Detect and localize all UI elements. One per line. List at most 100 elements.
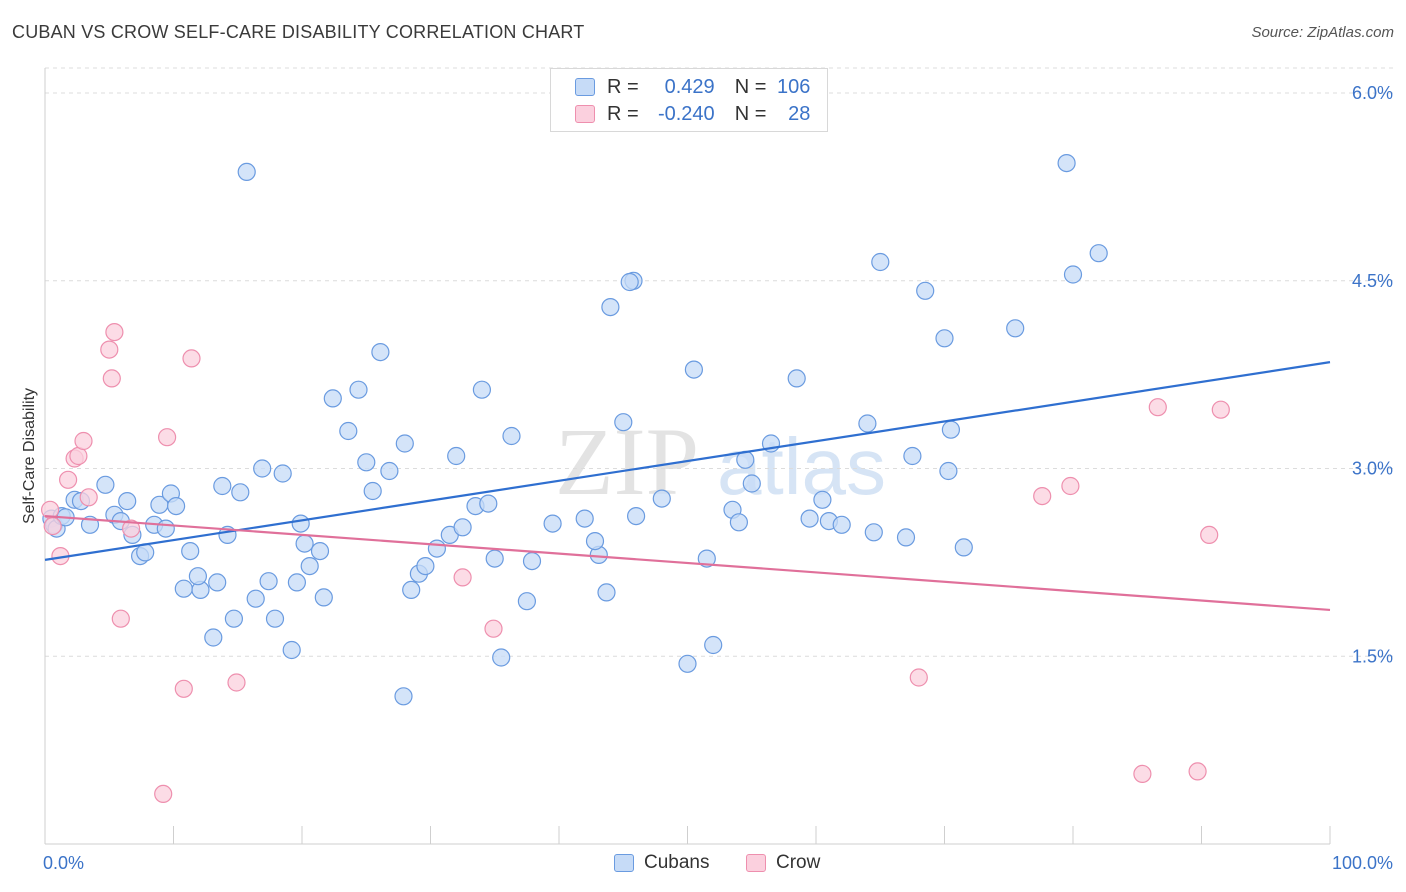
point-cubans <box>652 489 671 508</box>
point-cubans <box>323 389 342 408</box>
point-crow <box>174 679 193 698</box>
point-cubans <box>939 461 958 481</box>
y-tick-label: 4.5% <box>1352 271 1393 291</box>
point-crow <box>1188 762 1207 781</box>
point-crow <box>105 323 124 342</box>
point-crow <box>100 340 119 359</box>
legend-r-value: 0.429 <box>664 75 715 98</box>
legend-row-cubans: R = 0.429 N = 106 <box>575 74 810 100</box>
point-cubans <box>416 556 435 576</box>
legend-r-label: R = <box>607 75 639 98</box>
point-cubans <box>339 421 358 441</box>
legend-swatch-cubans <box>614 854 634 872</box>
y-tick-label: 6.0% <box>1352 83 1393 103</box>
point-cubans <box>916 281 935 300</box>
gridlines <box>45 67 1393 657</box>
point-cubans <box>614 413 633 432</box>
point-crow <box>1033 487 1052 506</box>
chart-title: CUBAN VS CROW SELF-CARE DISABILITY CORRE… <box>12 22 585 42</box>
y-tick-label: 3.0% <box>1352 459 1393 479</box>
point-crow <box>111 609 130 628</box>
x-tick-label-max: 100.0% <box>1332 853 1393 873</box>
legend-n-label: N = <box>734 102 767 125</box>
point-cubans <box>118 492 137 511</box>
point-crow <box>1200 525 1219 545</box>
y-tick-label: 1.5% <box>1352 646 1393 666</box>
legend-item-cubans: Cubans <box>614 852 710 874</box>
point-cubans <box>395 434 414 453</box>
legend-n-value: 28 <box>788 102 811 125</box>
point-crow <box>227 673 246 692</box>
correlation-legend: R = 0.429 N = 106 R = -0.240 N = 28 <box>550 68 828 132</box>
point-cubans <box>188 567 207 586</box>
point-cubans <box>620 272 639 292</box>
trend-line-crow <box>44 514 1331 612</box>
point-cubans <box>697 549 716 568</box>
point-cubans <box>208 573 227 592</box>
point-cubans <box>394 687 413 706</box>
point-cubans <box>224 609 243 628</box>
point-cubans <box>96 475 115 494</box>
point-crow <box>58 470 78 489</box>
legend-label-cubans: Cubans <box>644 852 710 873</box>
point-cubans <box>246 589 265 608</box>
x-ticks <box>173 826 1331 844</box>
point-crow <box>1148 398 1167 417</box>
point-cubans <box>813 490 832 509</box>
point-crow <box>43 516 62 536</box>
source-note: Source: ZipAtlas.com <box>1251 24 1394 41</box>
point-crow <box>484 619 503 638</box>
point-cubans <box>954 538 973 557</box>
point-crow <box>909 668 928 687</box>
y-tick-labels: 1.5% 3.0% 4.5% 6.0% <box>1352 83 1393 666</box>
point-crow <box>1211 400 1230 419</box>
point-cubans <box>447 446 466 466</box>
point-cubans <box>371 343 390 362</box>
point-cubans <box>492 648 511 667</box>
point-cubans <box>832 515 851 534</box>
point-cubans <box>903 446 922 466</box>
point-crow <box>1061 476 1080 496</box>
legend-item-crow: Crow <box>746 852 820 874</box>
point-cubans <box>174 579 193 598</box>
legend-row-crow: R = -0.240 N = 28 <box>575 101 810 127</box>
point-cubans <box>1057 154 1076 173</box>
point-cubans <box>704 635 723 655</box>
point-cubans <box>253 459 272 478</box>
point-cubans <box>273 464 292 483</box>
point-cubans <box>259 572 278 591</box>
point-cubans <box>402 580 421 600</box>
point-cubans <box>287 573 306 592</box>
point-cubans <box>1089 244 1108 263</box>
point-cubans <box>472 380 491 399</box>
point-cubans <box>684 360 704 379</box>
legend-swatch-crow <box>746 854 766 872</box>
y-axis-title: Self-Care Disability <box>21 388 38 524</box>
point-cubans <box>601 298 620 317</box>
point-cubans <box>295 534 314 553</box>
trend-line-cubans <box>44 361 1331 561</box>
point-cubans <box>485 549 504 568</box>
point-cubans <box>522 551 542 571</box>
point-cubans <box>941 420 961 439</box>
point-cubans <box>502 426 521 446</box>
point-cubans <box>204 628 223 647</box>
point-crow <box>182 349 201 368</box>
data-points <box>40 154 1230 804</box>
point-cubans <box>742 474 761 493</box>
point-cubans <box>181 541 200 561</box>
point-cubans <box>935 329 954 348</box>
point-cubans <box>800 509 819 528</box>
point-cubans <box>314 588 333 607</box>
point-cubans <box>300 556 319 576</box>
point-crow <box>1133 764 1152 784</box>
point-cubans <box>575 509 594 528</box>
point-cubans <box>231 483 250 502</box>
point-cubans <box>479 494 498 513</box>
point-cubans <box>156 519 175 538</box>
point-cubans <box>597 583 616 602</box>
point-crow <box>79 488 98 507</box>
point-cubans <box>380 461 399 481</box>
point-cubans <box>291 514 310 533</box>
point-cubans <box>427 539 446 558</box>
